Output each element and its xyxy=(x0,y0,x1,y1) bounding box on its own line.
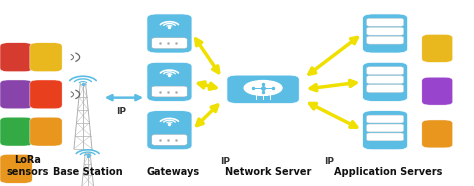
FancyBboxPatch shape xyxy=(0,80,32,109)
FancyBboxPatch shape xyxy=(30,117,62,146)
FancyBboxPatch shape xyxy=(152,86,187,97)
Text: IP: IP xyxy=(116,107,126,116)
FancyBboxPatch shape xyxy=(367,18,403,26)
FancyBboxPatch shape xyxy=(363,62,408,101)
FancyBboxPatch shape xyxy=(30,80,62,109)
FancyBboxPatch shape xyxy=(367,76,403,84)
FancyBboxPatch shape xyxy=(367,124,403,132)
Text: LoRa
sensors: LoRa sensors xyxy=(6,155,49,177)
FancyBboxPatch shape xyxy=(30,43,62,72)
FancyBboxPatch shape xyxy=(152,38,187,49)
Text: Base Station: Base Station xyxy=(53,167,122,177)
FancyBboxPatch shape xyxy=(147,62,192,101)
FancyBboxPatch shape xyxy=(367,36,403,44)
FancyBboxPatch shape xyxy=(147,111,192,150)
Text: IP: IP xyxy=(324,157,335,166)
FancyBboxPatch shape xyxy=(367,115,403,123)
FancyBboxPatch shape xyxy=(422,120,453,148)
Text: IP: IP xyxy=(220,157,230,166)
FancyBboxPatch shape xyxy=(367,85,403,92)
FancyBboxPatch shape xyxy=(0,117,32,146)
FancyBboxPatch shape xyxy=(152,134,187,145)
FancyBboxPatch shape xyxy=(363,14,408,53)
FancyBboxPatch shape xyxy=(422,34,453,62)
FancyBboxPatch shape xyxy=(227,75,299,103)
Text: Network Server: Network Server xyxy=(225,167,311,177)
FancyBboxPatch shape xyxy=(367,133,403,141)
FancyBboxPatch shape xyxy=(367,27,403,35)
Text: Gateways: Gateways xyxy=(146,167,200,177)
FancyBboxPatch shape xyxy=(367,67,403,75)
FancyBboxPatch shape xyxy=(0,154,32,183)
Text: Application Servers: Application Servers xyxy=(335,167,443,177)
FancyBboxPatch shape xyxy=(0,43,32,72)
FancyBboxPatch shape xyxy=(363,111,408,150)
FancyBboxPatch shape xyxy=(147,14,192,53)
FancyBboxPatch shape xyxy=(422,77,453,105)
Circle shape xyxy=(244,81,282,95)
